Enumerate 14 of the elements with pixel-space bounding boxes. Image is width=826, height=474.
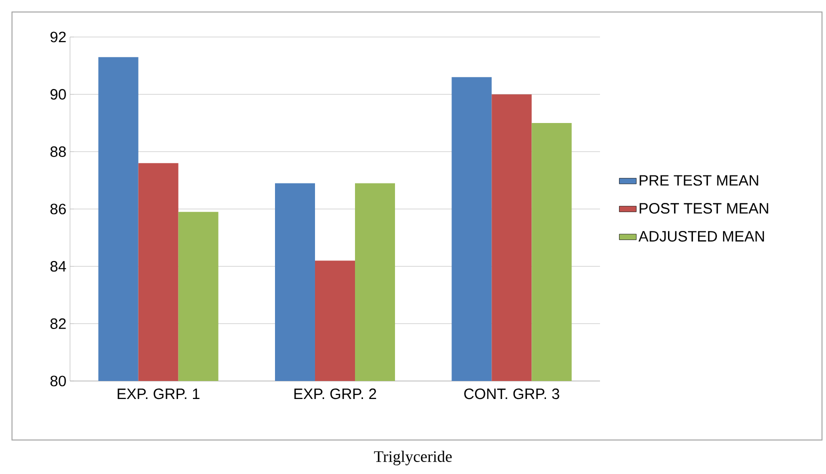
- y-tick-label: 84: [50, 261, 66, 272]
- x-tick-label: EXP. GRP. 2: [294, 388, 376, 400]
- y-tick-label: 80: [50, 376, 66, 386]
- y-tick-label: 88: [50, 146, 66, 157]
- legend-label: ADJUSTED MEAN: [638, 230, 764, 242]
- legend-label: PRE TEST MEAN: [640, 175, 758, 186]
- x-tick-label: EXP. GRP. 1: [118, 388, 200, 400]
- y-tick-label: 92: [50, 32, 66, 42]
- y-tick-label: 82: [50, 318, 66, 329]
- legend-label: POST TEST MEAN: [640, 203, 768, 214]
- text: Triglyceride: [374, 450, 452, 466]
- x-tick-label: CONT. GRP. 3: [464, 388, 560, 400]
- y-tick-label: 86: [50, 204, 66, 214]
- y-tick-label: 90: [50, 89, 66, 100]
